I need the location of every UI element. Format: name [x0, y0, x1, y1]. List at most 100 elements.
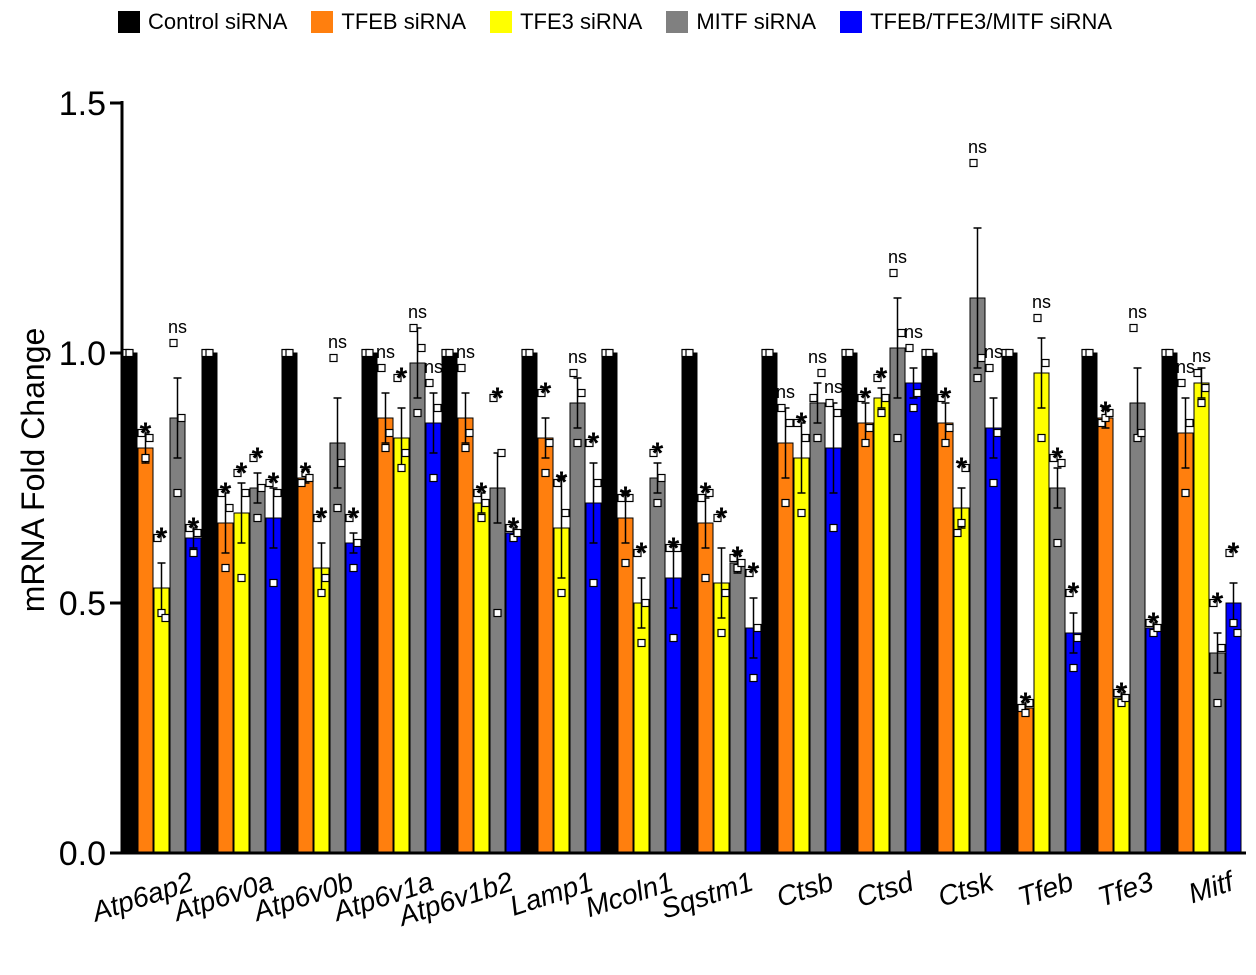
replicate-point: [1177, 378, 1186, 388]
legend: Control siRNA TFEB siRNA TFE3 siRNA MITF si…: [118, 4, 1136, 40]
replicate-point: [673, 543, 682, 553]
bar-tfe3-tfe3-sirna: [1113, 697, 1130, 854]
replicate-point: [553, 478, 562, 488]
bar-mcoln1-tfeb-tfe3-mitf-sirna: [665, 577, 682, 854]
bar-atp6ap2-tfeb-tfe3-mitf-sirna: [185, 537, 202, 854]
replicate-point: [525, 348, 534, 358]
replicate-point: [1025, 698, 1034, 708]
replicate-point: [569, 368, 578, 378]
replicate-point: [169, 338, 178, 348]
replicate-point: [1165, 348, 1174, 358]
replicate-point: [889, 268, 898, 278]
significance-star: *: [636, 537, 648, 570]
replicate-point: [397, 463, 406, 473]
replicate-point: [185, 523, 194, 533]
replicate-point: [221, 563, 230, 573]
legend-item-tfeb-sirna: TFEB siRNA: [311, 9, 466, 35]
bar-lamp1-control-sirna: [521, 352, 538, 854]
significance-ns: ns: [1192, 346, 1211, 366]
significance-star: *: [396, 362, 408, 395]
significance-ns: ns: [328, 332, 347, 352]
significance-star: *: [1052, 442, 1064, 475]
replicate-point: [145, 433, 154, 443]
replicate-point: [669, 633, 678, 643]
replicate-point: [649, 448, 658, 458]
replicate-point: [561, 508, 570, 518]
bar-atp6v1b2-tfeb-sirna: [457, 417, 474, 854]
replicate-point: [1021, 708, 1030, 718]
bar-atp6v1a-tfeb-tfe3-mitf-sirna: [425, 422, 442, 854]
legend-item-tfe3-sirna: TFE3 siRNA: [490, 9, 642, 35]
bar-atp6v0a-tfe3-sirna: [233, 512, 250, 854]
replicate-point: [713, 513, 722, 523]
replicate-point: [905, 343, 914, 353]
significance-star: *: [492, 382, 504, 415]
replicate-point: [1113, 688, 1122, 698]
replicate-point: [1129, 323, 1138, 333]
replicate-point: [589, 578, 598, 588]
replicate-point: [545, 438, 554, 448]
significance-star: *: [876, 362, 888, 395]
significance-ns: ns: [168, 317, 187, 337]
bar-atp6ap2-mitf-sirna: [169, 417, 186, 854]
replicate-point: [745, 568, 754, 578]
replicate-point: [817, 368, 826, 378]
replicate-point: [1121, 693, 1130, 703]
legend-label: MITF siRNA: [696, 9, 817, 34]
replicate-point: [333, 503, 342, 513]
replicate-point: [717, 628, 726, 638]
legend-label: TFEB/TFE3/MITF siRNA: [870, 9, 1113, 34]
bar-sqstm1-mitf-sirna: [729, 562, 746, 854]
bar-tfe3-mitf-sirna: [1129, 402, 1146, 854]
replicate-point: [617, 493, 626, 503]
legend-label: Control siRNA: [148, 9, 288, 34]
bar-atp6v1a-mitf-sirna: [409, 362, 426, 854]
y-tick-label: 1.0: [59, 335, 106, 373]
significance-ns: ns: [824, 377, 843, 397]
replicate-point: [349, 563, 358, 573]
replicate-point: [297, 478, 306, 488]
replicate-point: [857, 393, 866, 403]
replicate-point: [257, 483, 266, 493]
significance-star: *: [540, 377, 552, 410]
significance-star: *: [556, 466, 568, 499]
significance-ns: ns: [984, 342, 1003, 362]
replicate-point: [253, 513, 262, 523]
bar-atp6v1a-tfeb-sirna: [377, 417, 394, 854]
replicate-point: [793, 418, 802, 428]
bar-sqstm1-control-sirna: [681, 352, 698, 854]
bar-tfeb-tfeb-sirna: [1017, 707, 1034, 854]
replicate-point: [1065, 588, 1074, 598]
bar-ctsb-mitf-sirna: [809, 402, 826, 854]
replicate-point: [497, 448, 506, 458]
x-tick-label-ctsd: Ctsd: [853, 865, 919, 913]
replicate-point: [801, 433, 810, 443]
replicate-point: [573, 438, 582, 448]
significance-star: *: [796, 407, 808, 440]
significance-star: *: [508, 512, 520, 545]
bar-atp6v0b-tfeb-sirna: [297, 477, 314, 854]
replicate-point: [1145, 618, 1154, 628]
bar-lamp1-tfeb-sirna: [537, 437, 554, 854]
bar-atp6v0b-control-sirna: [281, 352, 298, 854]
y-tick-label: 1.5: [59, 85, 106, 123]
replicate-point: [1213, 698, 1222, 708]
replicate-point: [465, 428, 474, 438]
replicate-point: [781, 498, 790, 508]
replicate-point: [893, 433, 902, 443]
significance-ns: ns: [1176, 357, 1195, 377]
replicate-point: [393, 373, 402, 383]
replicate-point: [969, 158, 978, 168]
legend-label: TFE3 siRNA: [520, 9, 643, 34]
bar-ctsd-tfe3-sirna: [873, 397, 890, 854]
replicate-point: [825, 398, 834, 408]
bar-mcoln1-control-sirna: [601, 352, 618, 854]
replicate-point: [637, 638, 646, 648]
bar-atp6v0a-tfeb-sirna: [217, 522, 234, 854]
replicate-point: [481, 498, 490, 508]
replicate-point: [641, 598, 650, 608]
bar-lamp1-mitf-sirna: [569, 402, 586, 854]
replicate-point: [985, 363, 994, 373]
legend-swatch: [118, 11, 140, 33]
significance-ns: ns: [568, 347, 587, 367]
